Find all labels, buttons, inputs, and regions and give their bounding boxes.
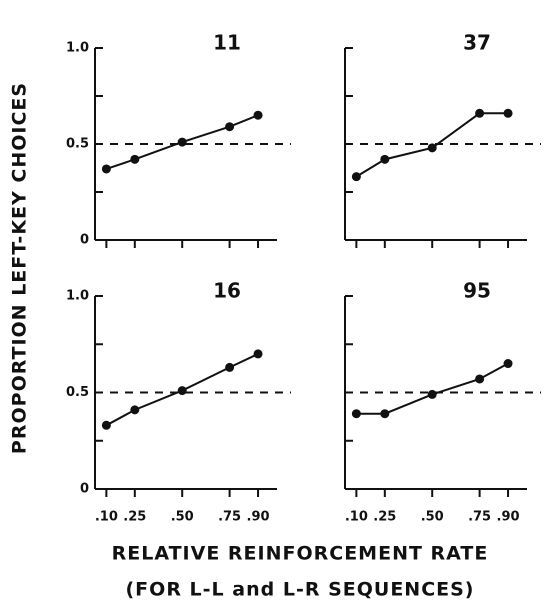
data-point <box>427 389 437 399</box>
data-point <box>503 359 513 369</box>
data-point <box>475 374 485 384</box>
x-tick-label: .10 <box>345 510 368 525</box>
data-point <box>351 172 361 182</box>
data-point <box>351 409 361 419</box>
y-tick-label: 0.5 <box>66 385 89 400</box>
panel-title: 95 <box>463 279 491 303</box>
data-point <box>177 386 187 396</box>
data-point <box>427 143 437 153</box>
data-point <box>380 154 390 164</box>
y-tick-label: 0.5 <box>66 137 89 152</box>
data-point <box>225 122 235 132</box>
x-axis-label: (FOR L-L and L-R SEQUENCES) <box>126 579 475 601</box>
panel-title: 11 <box>213 31 241 55</box>
y-tick-label: 1.0 <box>66 41 89 56</box>
x-axis-label: RELATIVE REINFORCEMENT RATE <box>112 543 489 565</box>
data-line <box>356 362 509 415</box>
x-tick-label: .75 <box>468 510 491 525</box>
data-point <box>130 154 140 164</box>
data-point <box>177 137 187 147</box>
panel-title: 16 <box>213 279 241 303</box>
x-tick-label: .10 <box>95 510 118 525</box>
x-tick-label: .50 <box>421 510 444 525</box>
x-tick-label: .90 <box>247 510 270 525</box>
data-point <box>101 164 111 174</box>
x-tick-label: .90 <box>497 510 520 525</box>
y-tick-label: 0 <box>80 233 89 248</box>
x-tick-label: .75 <box>218 510 241 525</box>
y-axis-label: PROPORTION LEFT-KEY CHOICES <box>9 82 31 454</box>
data-point <box>225 362 235 372</box>
y-tick-label: 1.0 <box>66 289 89 304</box>
y-tick-label: 0 <box>80 482 89 497</box>
data-point <box>130 405 140 415</box>
data-point <box>253 110 263 120</box>
x-tick-label: .50 <box>171 510 194 525</box>
x-tick-label: .25 <box>123 510 146 525</box>
data-point <box>380 409 390 419</box>
data-point <box>503 108 513 118</box>
data-point <box>475 108 485 118</box>
data-point <box>101 420 111 430</box>
data-point <box>253 349 263 359</box>
x-tick-label: .25 <box>373 510 396 525</box>
panel-title: 37 <box>463 31 491 55</box>
